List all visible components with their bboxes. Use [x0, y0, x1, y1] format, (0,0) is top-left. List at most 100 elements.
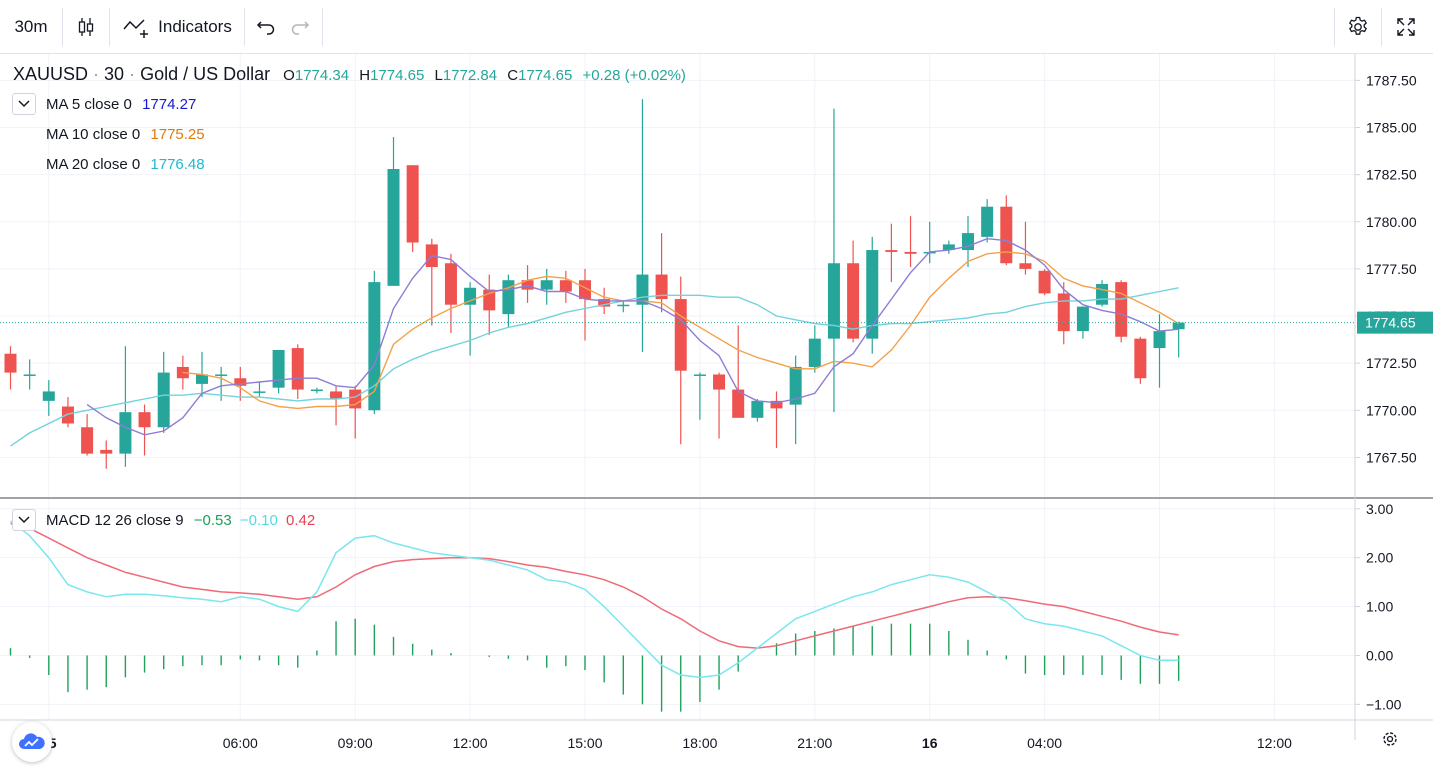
candle-body [23, 374, 36, 376]
ma20-legend[interactable]: MA 20 close 0 1776.48 [46, 156, 205, 173]
candle [866, 236, 879, 354]
redo-icon [291, 21, 310, 35]
candle-body [1000, 206, 1013, 264]
candle [1096, 280, 1109, 307]
candle [540, 268, 553, 305]
gear-icon [1349, 16, 1367, 35]
time-axis-label: 06:00 [223, 735, 258, 751]
candle [464, 282, 477, 356]
candle [942, 240, 955, 254]
ma5-legend[interactable]: MA 5 close 0 1774.27 [46, 96, 196, 113]
chart-type-button[interactable] [63, 0, 109, 54]
candle [100, 440, 113, 469]
candle-body [521, 280, 534, 290]
candle-body [310, 389, 323, 392]
ma5-value: 1774.27 [142, 96, 197, 113]
symbol-legend: XAUUSD · 30 · Gold / US Dollar O1774.34 … [13, 64, 686, 84]
candle [1153, 314, 1166, 388]
cloud-icon [19, 733, 45, 749]
candle [349, 385, 362, 439]
candle [1019, 221, 1032, 275]
time-axis-label: 04:00 [1027, 735, 1062, 751]
candle-body [636, 274, 649, 305]
candle [693, 372, 706, 420]
chart-canvas[interactable]: 1787.50 1785.00 1782.50 1780.00 1777.50 1775.… [0, 54, 1433, 769]
candle-body [1134, 338, 1147, 379]
ma5-line [86, 237, 1179, 436]
ma10-legend[interactable]: MA 10 close 0 1775.25 [46, 126, 205, 143]
candle [1076, 306, 1089, 339]
price-axis-label: 1770.00 [1366, 402, 1417, 418]
macd-line-value: −0.10 [239, 512, 278, 529]
candle-body [253, 391, 266, 393]
candle [291, 344, 304, 399]
candle [732, 325, 745, 418]
toolbar-divider [109, 8, 110, 46]
symbol-name: Gold / US Dollar [140, 64, 271, 84]
top-toolbar: 30m Indicators [0, 0, 1433, 54]
candle [885, 223, 898, 283]
undo-button[interactable] [250, 0, 282, 54]
symbol-ticker[interactable]: XAUUSD [13, 64, 89, 84]
candle-body [1096, 283, 1109, 305]
candle [674, 276, 687, 445]
time-axis-label: 18:00 [682, 735, 717, 751]
time-axis-label: 21:00 [797, 735, 832, 751]
time-axis-label: 15:00 [567, 735, 602, 751]
candle-body [119, 412, 132, 454]
collapse-indicators-button[interactable] [12, 93, 36, 115]
candle-body [42, 391, 55, 401]
time-axis-label: 09:00 [338, 735, 373, 751]
candle-body [291, 348, 304, 390]
macd-axis-label: −1.00 [1366, 696, 1402, 712]
collapse-macd-button[interactable] [12, 509, 36, 531]
candle-body [713, 374, 726, 390]
candle-body [808, 338, 821, 367]
ma10-label: MA 10 close 0 [46, 126, 141, 143]
macd-axis-label: 3.00 [1366, 501, 1393, 517]
macd-axis-label: 2.00 [1366, 550, 1393, 566]
tradingview-logo[interactable] [12, 722, 52, 762]
fullscreen-button[interactable] [1383, 0, 1429, 54]
candle-body [904, 251, 917, 254]
candle-body [100, 449, 113, 454]
candle [157, 351, 170, 433]
price-axis-label: 1767.50 [1366, 449, 1417, 465]
candle-body [502, 280, 515, 315]
candle-body [138, 412, 151, 428]
axis-settings-icon[interactable] [1383, 732, 1397, 746]
candle [425, 238, 438, 326]
candle [406, 165, 419, 252]
gear-inner [1386, 735, 1394, 743]
candle-body [368, 282, 381, 411]
candle-body [444, 263, 457, 305]
settings-button[interactable] [1336, 0, 1380, 54]
ma20-value: 1776.48 [150, 156, 205, 173]
macd-hist-value: −0.53 [193, 512, 232, 529]
candle-body [885, 250, 898, 252]
candle-body [847, 263, 860, 339]
indicators-button[interactable]: Indicators [110, 0, 244, 54]
candle-body [196, 374, 208, 384]
macd-legend[interactable]: MACD 12 26 close 9 −0.53 −0.10 0.42 [46, 512, 315, 529]
candle [1134, 336, 1147, 384]
chevron-down-icon [18, 516, 30, 524]
toolbar-divider [1381, 8, 1382, 46]
candle [636, 99, 649, 352]
candle [1057, 282, 1070, 345]
candle-body [827, 263, 840, 339]
toolbar-divider [322, 8, 323, 46]
candle-body [349, 389, 362, 409]
chart-area[interactable]: 1787.50 1785.00 1782.50 1780.00 1777.50 1775.… [0, 54, 1433, 769]
candle-body [464, 287, 477, 305]
symbol-interval: 30 [104, 64, 125, 84]
ma20-label: MA 20 close 0 [46, 156, 141, 173]
candle-body [1019, 263, 1032, 269]
price-axis-label: 1782.50 [1366, 167, 1417, 183]
candle [789, 355, 802, 445]
candle-body [215, 374, 228, 376]
price-axis-label: 1785.00 [1366, 120, 1417, 136]
interval-button[interactable]: 30m [0, 0, 62, 54]
candles-icon [78, 18, 94, 36]
redo-button[interactable] [284, 0, 316, 54]
